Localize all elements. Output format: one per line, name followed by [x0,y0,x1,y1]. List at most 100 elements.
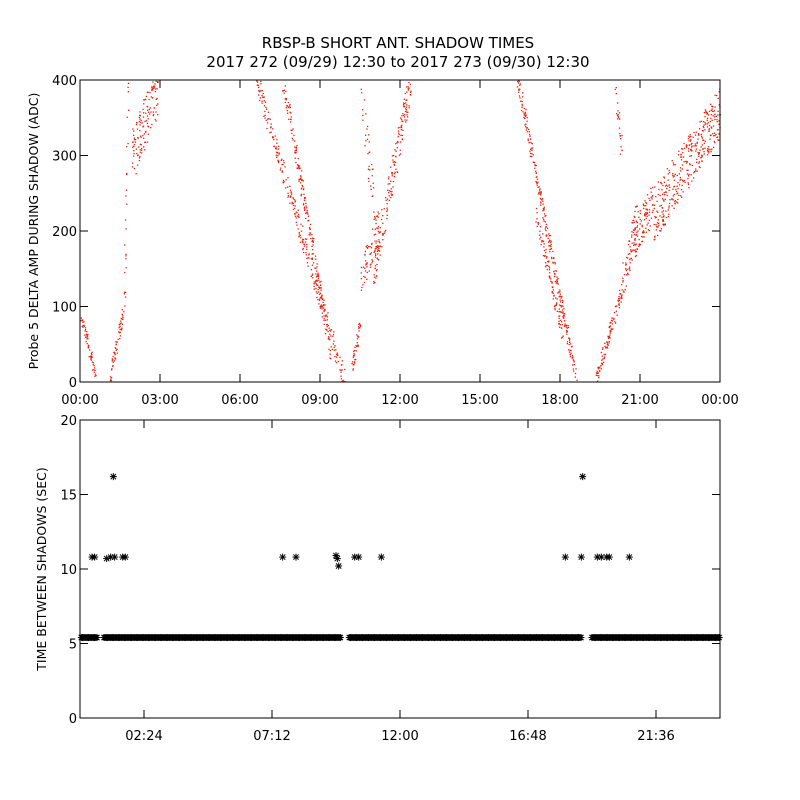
data-point [142,126,144,128]
data-point [151,123,153,126]
data-point [290,129,292,131]
data-point [405,111,408,113]
data-point [524,112,527,114]
data-point [545,226,547,228]
data-point [400,125,402,127]
data-point [657,181,660,183]
data-point [399,126,401,129]
data-point [377,246,379,249]
data-point [529,135,531,137]
data-point [698,133,700,135]
data-point [615,322,617,324]
data-point [708,110,711,112]
data-point [703,139,705,141]
data-point [86,336,89,338]
data-point [321,294,323,296]
data-point [613,317,615,319]
data-point [654,186,656,188]
data-point [146,122,149,124]
data-point [306,246,308,248]
data-point [377,216,379,218]
data-point [549,234,551,237]
data-point [684,181,686,183]
data-point [359,327,361,329]
data-point [542,203,544,205]
data-point [714,134,716,137]
data-point [379,254,381,256]
data-point [702,139,704,141]
data-point [529,152,532,154]
data-point [113,351,115,354]
data-point [681,196,683,198]
data-point [551,291,553,294]
data-point [629,253,631,255]
data-point [608,342,610,344]
data-point [302,247,304,250]
data-point [317,272,319,274]
data-point [117,338,119,341]
data-point [308,254,310,256]
data-point [297,209,299,211]
data-point [709,134,712,136]
data-point [148,98,150,101]
data-point [91,356,93,358]
data-point [712,133,714,135]
data-point [568,337,570,339]
data-point [300,230,303,232]
data-point [672,199,674,201]
data-point [630,257,632,259]
data-point [116,352,118,354]
data-point [93,371,95,373]
bottom-y-axis-label: TIME BETWEEN SHADOWS (SEC) [34,467,49,672]
data-point [553,305,556,308]
data-point [301,240,304,242]
data-point [80,320,82,322]
data-point [355,344,357,347]
data-point [571,345,573,348]
data-point [626,256,628,259]
data-point [606,347,609,349]
data-point [608,337,610,339]
data-point [559,299,561,301]
data-point [712,125,715,127]
data-point [90,359,93,361]
data-point [88,344,90,346]
data-point [123,293,125,295]
data-point [120,317,122,320]
data-point [312,262,315,264]
data-point [269,118,271,120]
data-point [663,215,665,217]
data-point [110,378,112,380]
data-point [649,199,651,201]
data-point [682,179,684,181]
data-point [323,307,325,309]
data-point [525,123,527,125]
data-point [408,87,410,89]
data-point [279,169,281,171]
data-point [256,80,258,82]
data-point [688,140,690,142]
data-point [139,151,141,153]
data-point [390,196,392,199]
data-point [577,553,585,561]
data-point [709,103,712,105]
data-point [554,307,556,310]
data-point [272,128,274,130]
data-point [565,326,567,328]
data-point [321,316,324,318]
bottom-plot-frame [79,419,721,719]
data-point [324,304,326,306]
data-point [577,634,585,642]
data-point [304,208,306,210]
data-point [607,337,610,339]
data-point [360,325,362,327]
data-point [406,91,408,93]
data-point [538,191,540,193]
data-point [543,206,545,208]
data-point [717,114,719,116]
data-point [686,144,688,146]
data-point [147,125,149,127]
data-point [718,120,720,122]
data-point [619,118,621,120]
data-point [559,326,561,328]
